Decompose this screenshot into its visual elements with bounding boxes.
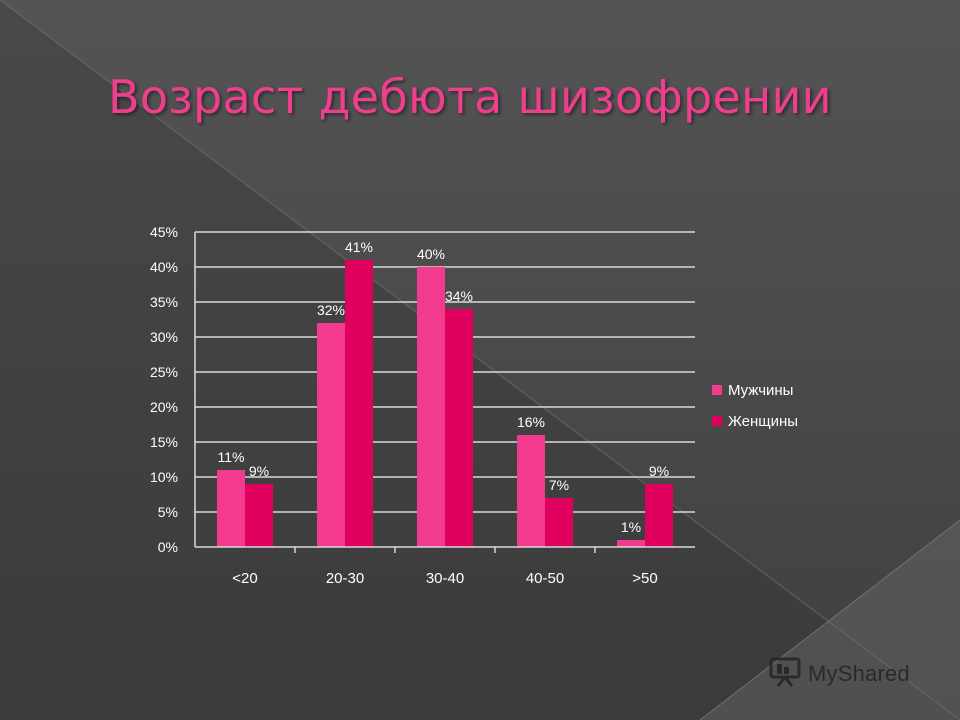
y-tick-label: 0%: [158, 539, 178, 555]
data-label: 34%: [445, 288, 473, 304]
bar-men: [517, 435, 545, 547]
y-tick-label: 20%: [150, 399, 178, 415]
y-tick-label: 15%: [150, 434, 178, 450]
presentation-icon: [768, 656, 802, 692]
x-axis-categories: <20 20-30 30-40 40-50 >50: [232, 570, 657, 587]
y-tick-label: 35%: [150, 294, 178, 310]
data-label: 1%: [621, 519, 641, 535]
data-label: 9%: [649, 463, 669, 479]
bar-men: [417, 267, 445, 547]
legend-swatch-men: [712, 385, 722, 395]
y-tick-label: 30%: [150, 329, 178, 345]
y-tick-label: 25%: [150, 364, 178, 380]
x-category-label: 20-30: [326, 570, 364, 587]
bars: [217, 260, 673, 547]
bar-men: [217, 470, 245, 547]
slide-title: Возраст дебюта шизофрении: [108, 70, 832, 124]
bar-women: [545, 498, 573, 547]
watermark-text: MyShared: [808, 661, 910, 686]
legend: Мужчины Женщины: [712, 382, 798, 430]
data-label: 11%: [218, 449, 245, 465]
data-label: 9%: [249, 463, 269, 479]
x-category-label: 30-40: [426, 570, 464, 587]
y-tick-label: 40%: [150, 259, 178, 275]
bar-women: [345, 260, 373, 547]
legend-swatch-women: [712, 416, 722, 426]
x-category-label: <20: [232, 570, 257, 587]
data-label: 41%: [345, 239, 373, 255]
y-axis-ticks: 0% 5% 10% 15% 20% 25% 30% 35% 40% 45%: [150, 224, 178, 555]
bar-men: [317, 323, 345, 547]
data-label: 40%: [417, 246, 445, 262]
data-label: 16%: [517, 414, 545, 430]
bar-women: [645, 484, 673, 547]
y-tick-label: 5%: [158, 504, 178, 520]
data-label: 7%: [549, 477, 569, 493]
x-category-label: 40-50: [526, 570, 564, 587]
legend-label-men: Мужчины: [728, 382, 793, 399]
data-labels: 11%9%32%41% 40%34%16%7%1%9%: [218, 239, 670, 535]
legend-label-women: Женщины: [728, 413, 798, 430]
bar-women: [245, 484, 273, 547]
bar-men: [617, 540, 645, 547]
x-axis: [194, 232, 695, 553]
data-label: 32%: [317, 302, 345, 318]
y-tick-label: 45%: [150, 224, 178, 240]
x-category-label: >50: [632, 570, 657, 587]
y-tick-label: 10%: [150, 469, 178, 485]
myshared-watermark[interactable]: MyShared: [768, 656, 910, 692]
bar-women: [445, 309, 473, 547]
